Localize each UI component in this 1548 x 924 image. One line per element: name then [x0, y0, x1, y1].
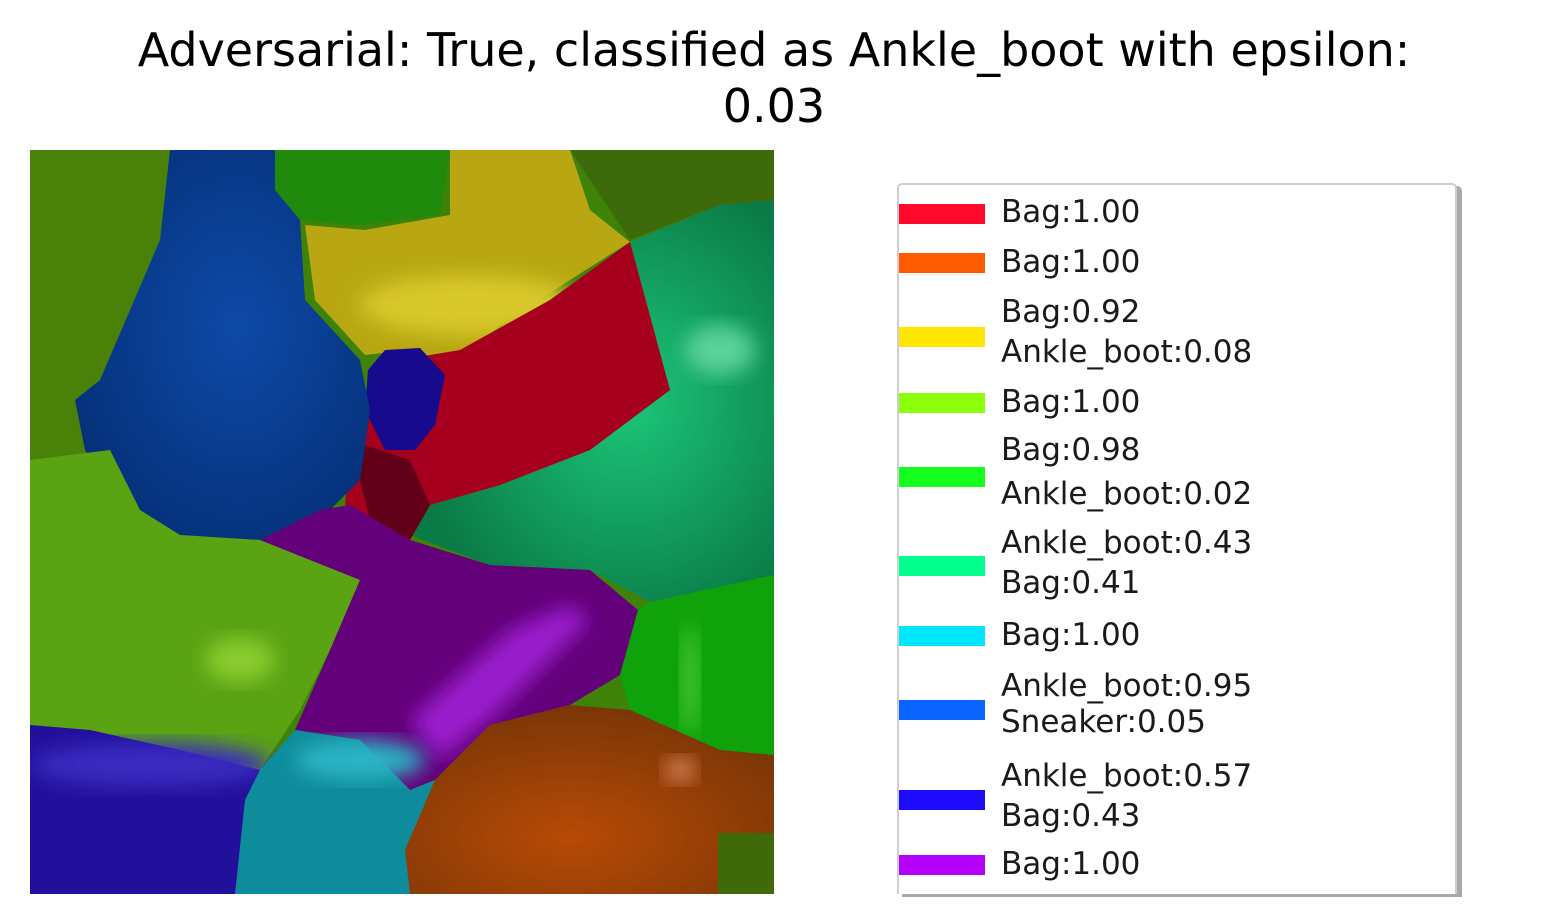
legend-label: Bag:1.00 [1001, 194, 1141, 230]
region-lime [30, 450, 360, 770]
legend-label: Bag:0.43 [1001, 798, 1141, 834]
title-line-1: Adversarial: True, classified as Ankle_b… [137, 23, 1411, 77]
legend-label: Bag:0.98 [1001, 432, 1141, 468]
legend-label: Bag:0.92 [1001, 294, 1141, 330]
title-line-2: 0.03 [722, 79, 826, 133]
region-darkolive-top [570, 150, 774, 240]
legend-label: Ankle_boot:0.02 [1001, 476, 1253, 512]
region-purple [260, 505, 638, 790]
region-green-top [275, 150, 450, 225]
region-orange [405, 705, 774, 894]
legend-swatch [899, 393, 985, 413]
legend-swatch [899, 790, 985, 810]
legend: Bag:1.00 Bag:1.00 Bag:0.92 Ankle_boot:0.… [897, 183, 1457, 894]
region-teal [410, 200, 774, 602]
legend-swatch [899, 327, 985, 347]
legend-label: Bag:1.00 [1001, 244, 1141, 280]
figure-title: Adversarial: True, classified as Ankle_b… [0, 22, 1548, 134]
legend-swatch [899, 626, 985, 646]
legend-swatch [899, 204, 985, 224]
legend-swatch [899, 467, 985, 487]
legend-label: Sneaker:0.05 [1001, 704, 1206, 740]
segmentation-image [30, 150, 774, 894]
region-olive-corner [718, 833, 774, 894]
legend-label: Ankle_boot:0.95 [1001, 668, 1253, 704]
region-navy-blob [365, 348, 445, 450]
legend-swatch [899, 855, 985, 875]
legend-swatch [899, 253, 985, 273]
region-olive [30, 150, 170, 460]
legend-swatch [899, 700, 985, 720]
legend-swatch [899, 556, 985, 576]
legend-label: Bag:0.41 [1001, 565, 1141, 601]
region-blue [75, 150, 370, 540]
legend-label: Ankle_boot:0.57 [1001, 758, 1253, 794]
legend-label: Bag:1.00 [1001, 617, 1141, 653]
legend-label: Bag:1.00 [1001, 384, 1141, 420]
legend-label: Ankle_boot:0.43 [1001, 525, 1253, 561]
legend-label: Ankle_boot:0.08 [1001, 334, 1253, 370]
region-crimson [345, 242, 670, 540]
legend-label: Bag:1.00 [1001, 846, 1141, 882]
